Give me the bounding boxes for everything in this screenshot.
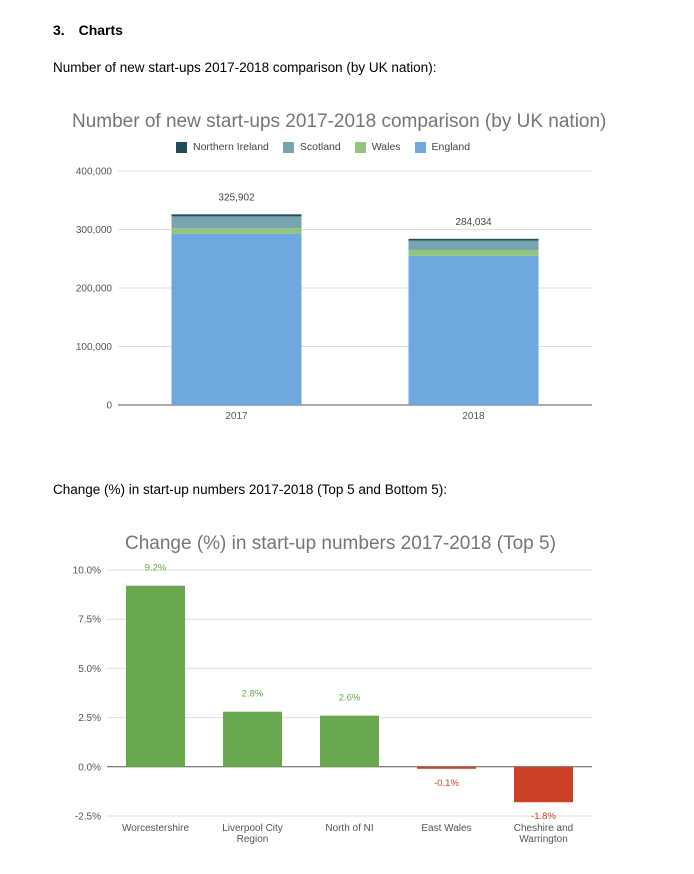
chart2-ytick-label: -2.5% — [75, 812, 101, 823]
chart2-ytick-label: 2.5% — [78, 713, 101, 724]
legend-label-wales: Wales — [371, 141, 401, 153]
chart2-bar — [514, 766, 573, 803]
chart2-ytick-label: 10.0% — [73, 566, 101, 577]
legend-england: England — [414, 141, 471, 153]
chart1-xtick-label: 2017 — [225, 411, 248, 422]
chart2-value-label: -1.8% — [531, 811, 556, 822]
chart1-xtick-label: 2018 — [462, 411, 485, 422]
chart1-ytick-label: 100,000 — [76, 342, 113, 353]
chart2-xtick-label: Warrington — [519, 834, 568, 845]
chart1-bar-england — [408, 255, 539, 405]
legend-swatch-england — [414, 141, 426, 153]
chart2-xtick-label: Cheshire and — [514, 823, 573, 834]
legend-scotland: Scotland — [282, 141, 341, 153]
chart1-ytick-label: 0 — [106, 401, 112, 412]
chart2-value-label: 9.2% — [145, 563, 167, 574]
chart2-xtick-label: East Wales — [421, 823, 471, 834]
legend-label-england: England — [431, 141, 471, 153]
chart2-title: Change (%) in start-up numbers 2017-2018… — [125, 533, 556, 554]
startups-chart: Number of new start-ups 2017-2018 compar… — [0, 100, 694, 440]
legend-swatch-scotland — [282, 141, 294, 153]
chart1-legend: Northern Ireland Scotland Wales England — [176, 141, 470, 153]
chart1-bar-northern-ireland — [408, 238, 539, 241]
chart2-value-label: -0.1% — [434, 778, 459, 789]
chart2-xtick-label: Worcestershire — [122, 823, 189, 834]
chart1-title: Number of new start-ups 2017-2018 compar… — [72, 111, 607, 132]
chart2-bar — [126, 585, 185, 767]
legend-wales: Wales — [354, 141, 401, 153]
chart1-total-label: 325,902 — [218, 192, 255, 203]
chart1-ytick-label: 400,000 — [76, 167, 113, 178]
chart1-bar-england — [171, 233, 302, 405]
chart1-bar-wales — [171, 228, 302, 234]
chart1-intro-text: Number of new start-ups 2017-2018 compar… — [53, 60, 437, 75]
chart2-xtick-label: Liverpool City — [222, 823, 283, 834]
chart2-plot: -2.5% 0.0% 2.5% 5.0% 7.5% 10.0% 9.2% Worcesters… — [73, 563, 592, 845]
change-chart: Change (%) in start-up numbers 2017-2018… — [0, 520, 694, 874]
chart2-bar — [417, 766, 476, 769]
chart2-xtick-label: Region — [237, 834, 269, 845]
chart1-ytick-label: 300,000 — [76, 225, 113, 236]
chart2-value-label: 2.8% — [242, 689, 264, 700]
legend-label-scotland: Scotland — [299, 141, 341, 153]
chart2-bar — [223, 711, 282, 767]
section-title: Charts — [78, 22, 123, 38]
chart2-bar — [320, 715, 379, 767]
chart1-plot: 0 100,000 200,000 300,000 400,000 325,902 2017… — [76, 167, 592, 422]
section-heading: 3. Charts — [53, 22, 123, 38]
chart1-ytick-label: 200,000 — [76, 284, 113, 295]
chart2-ytick-label: 5.0% — [78, 664, 101, 675]
chart2-ytick-label: 0.0% — [78, 762, 101, 773]
section-number: 3. — [53, 22, 65, 38]
chart2-xtick-label: North of NI — [325, 823, 373, 834]
chart2-intro-text: Change (%) in start-up numbers 2017-2018… — [53, 482, 447, 497]
chart2-value-label: 2.6% — [339, 693, 361, 704]
legend-northern-ireland: Northern Ireland — [176, 141, 269, 153]
legend-label-northern-ireland: Northern Ireland — [193, 141, 269, 153]
chart1-bar-northern-ireland — [171, 214, 302, 217]
chart1-bar-scotland — [171, 216, 302, 229]
chart1-bar-wales — [408, 249, 539, 256]
legend-swatch-wales — [354, 141, 366, 153]
chart2-ytick-label: 7.5% — [78, 615, 101, 626]
chart1-bar-scotland — [408, 240, 539, 250]
chart1-total-label: 284,034 — [455, 217, 492, 228]
legend-swatch-northern-ireland — [176, 141, 187, 153]
